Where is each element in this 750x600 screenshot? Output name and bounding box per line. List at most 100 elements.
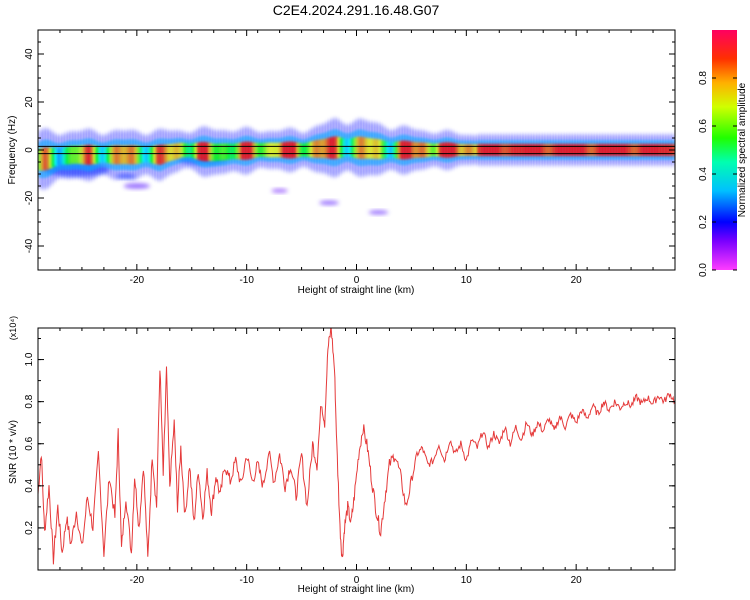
heatmap-cell (493, 144, 498, 156)
heatmap-cell (403, 140, 407, 160)
heatmap-cell (340, 138, 344, 158)
heatmap-cell (523, 144, 528, 156)
heatmap-cell (562, 144, 566, 156)
heatmap-cell (661, 144, 665, 156)
heatmap-cell (315, 140, 319, 158)
heatmap-cell (186, 143, 190, 157)
heatmap-cell (534, 144, 539, 156)
heatmap-cell (474, 144, 478, 156)
x-tick-label: 10 (461, 275, 473, 286)
heatmap-cell (488, 144, 492, 156)
heatmap-cell (260, 143, 264, 157)
heatmap-cell (92, 145, 97, 164)
heatmap-cell (345, 139, 349, 157)
heatmap-cell (372, 138, 377, 159)
heatmap-cell (227, 144, 231, 160)
heatmap-cell (216, 144, 220, 161)
heatmap-cell (499, 144, 503, 156)
heatmap-cell (389, 142, 393, 158)
x-tick-label: 0 (354, 275, 360, 286)
heatmap-cell (356, 136, 360, 159)
heatmap-cell (70, 146, 75, 164)
y-tick-label: 0.6 (24, 436, 35, 450)
heatmap-cell (194, 143, 198, 159)
heatmap-cell (106, 146, 110, 163)
heatmap-cell (532, 144, 536, 156)
y-tick-label: 20 (24, 96, 35, 108)
heatmap-cell (298, 143, 303, 157)
y-tick-label: 1.0 (24, 352, 35, 366)
heatmap-cell (449, 142, 454, 158)
heatmap-cell (405, 141, 410, 159)
heatmap-cell (323, 138, 327, 158)
heatmap-cell (400, 140, 404, 160)
x-tick-label: 10 (461, 575, 473, 586)
heatmap-cell (139, 146, 143, 163)
colorbar-tick-label: 0.0 (698, 263, 709, 277)
heatmap-cell (625, 144, 629, 156)
heatmap-cell (606, 144, 610, 156)
heatmap-cell (307, 142, 311, 157)
heatmap-cell (249, 142, 253, 159)
colorbar-tick-label: 0.4 (698, 167, 709, 181)
heatmap-cell (232, 144, 237, 159)
heatmap-cell (567, 144, 572, 156)
heatmap-cell (545, 144, 550, 156)
snr-x-ticks: -20 -10 0 10 20 (37, 328, 676, 586)
heatmap-cell (381, 140, 385, 159)
heatmap-cell (592, 144, 596, 156)
heatmap-cell (243, 141, 248, 160)
y-tick-label: 0 (24, 147, 35, 153)
heatmap-cell (510, 144, 514, 156)
heatmap-cell (312, 140, 316, 158)
heatmap-cell (620, 144, 624, 156)
y-tick-label: -40 (24, 238, 35, 253)
heatmap-cell (175, 143, 179, 159)
heatmap-cell (131, 145, 135, 165)
x-tick-label: 20 (571, 575, 583, 586)
chart-title: C2E4.2024.291.16.48.G07 (273, 2, 440, 18)
heatmap-cell (460, 144, 465, 156)
heatmap-cell (153, 145, 157, 164)
colorbar-tick-label: 0.8 (698, 71, 709, 85)
heatmap-cell (241, 142, 245, 160)
heatmap-cell (469, 144, 473, 156)
heatmap-cell (477, 144, 481, 156)
heatmap-cell (463, 144, 467, 156)
heatmap-cell (287, 141, 292, 159)
x-tick-label: -20 (130, 575, 145, 586)
heatmap-cell (353, 137, 358, 158)
heatmap-cell (548, 144, 553, 156)
heatmap-cell (639, 144, 643, 156)
snr-y-ticks: 0.2 0.4 0.6 0.8 1.0 (24, 338, 675, 550)
heatmap-cell (482, 144, 487, 156)
heatmap-cell (296, 142, 300, 158)
heatmap-cell (235, 143, 240, 159)
spectrogram-heatmap (38, 118, 675, 215)
heatmap-cell (359, 137, 363, 159)
heatmap-cell (361, 137, 366, 159)
heatmap-cell (600, 144, 605, 156)
heatmap-cell (125, 145, 130, 164)
heatmap-cell (304, 143, 308, 157)
heatmap-cell (392, 142, 396, 158)
heatmap-cell (48, 147, 53, 169)
heatmap-cell (411, 142, 415, 158)
heatmap-cell (57, 148, 61, 165)
heatmap-cell (147, 147, 152, 163)
heatmap-cell (101, 147, 105, 163)
heatmap-cell (587, 144, 591, 156)
heatmap-blob (368, 210, 389, 215)
heatmap-cell (433, 143, 437, 157)
colorbar-tick-label: 0.6 (698, 119, 709, 133)
heatmap-cell (455, 143, 459, 157)
heatmap-cell (425, 143, 429, 157)
heatmap-cell (444, 142, 448, 158)
heatmap-cell (219, 143, 223, 161)
heatmap-cell (419, 142, 423, 158)
heatmap-blob (123, 183, 151, 189)
y-tick-label: 40 (24, 48, 35, 60)
heatmap-cell (150, 146, 154, 164)
spectrogram-y-ticks: -40 -20 0 20 40 (24, 29, 675, 271)
